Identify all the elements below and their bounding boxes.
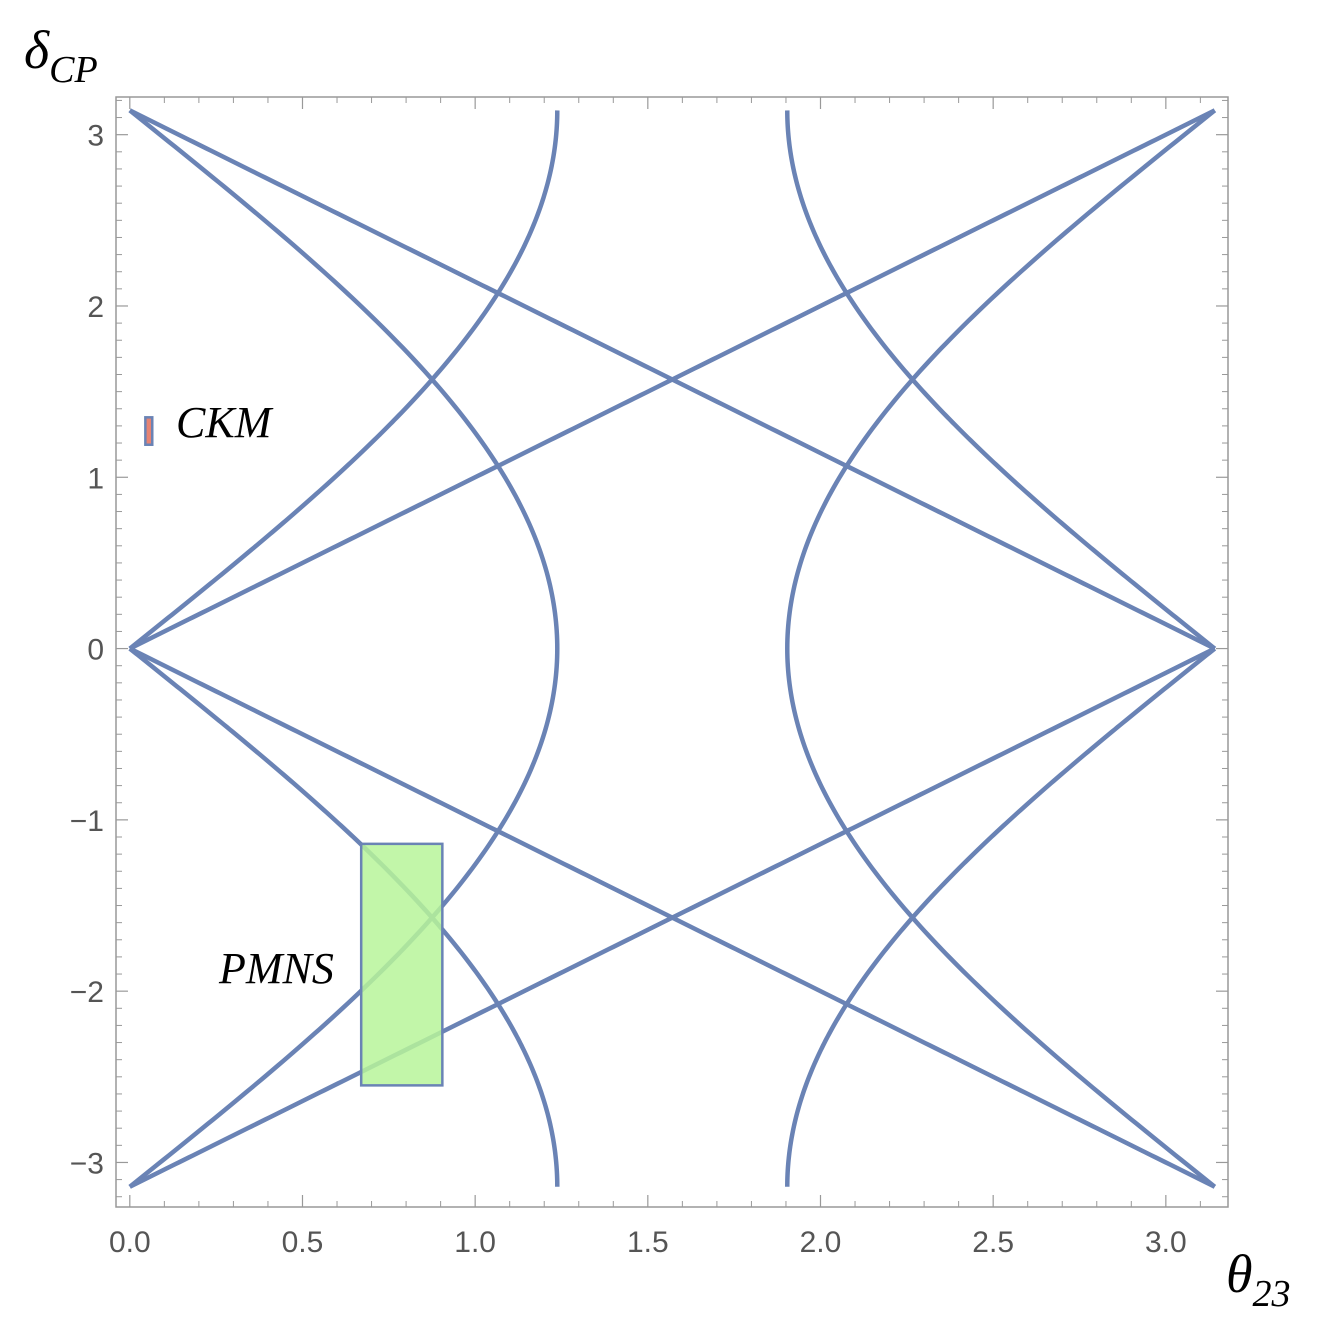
- pmns-label: PMNS: [218, 944, 334, 993]
- tick-labels: 0.0 0.5 1.0 1.5 2.0 2.5 3.0 −3 −2 −1 0 1 2 3: [70, 120, 1187, 1259]
- x-tick-label: 3.0: [1145, 1226, 1187, 1259]
- curve-arc-right: [785, 108, 1217, 1189]
- x-tick-label: 1.5: [627, 1226, 669, 1259]
- x-tick-label: 0.5: [282, 1226, 324, 1259]
- x-axis-label-sub: 23: [1253, 1273, 1291, 1315]
- y-tick-label: −2: [70, 976, 104, 1009]
- x-axis-label-base: θ: [1226, 1244, 1253, 1304]
- y-tick-label: 2: [87, 291, 104, 324]
- y-axis-label: δCP: [24, 20, 98, 91]
- pmns-region: [359, 842, 444, 1087]
- y-tick-label: −1: [70, 805, 104, 838]
- curve-rising-left-upper: [128, 110, 560, 651]
- x-tick-label: 1.0: [454, 1226, 496, 1259]
- curve-ascending-upper: [128, 108, 1216, 651]
- ckm-label: CKM: [176, 398, 274, 447]
- curve-ascending-lower: [128, 646, 1216, 1189]
- y-tick-label: 0: [87, 634, 104, 667]
- curve-rising-right-lower: [785, 646, 1217, 1187]
- y-axis-label-sub: CP: [49, 49, 98, 91]
- tick-marks: [116, 97, 1228, 1207]
- y-tick-label: 1: [87, 462, 104, 495]
- y-tick-label: −3: [70, 1147, 104, 1180]
- x-tick-label: 2.5: [972, 1226, 1014, 1259]
- x-tick-label: 0.0: [109, 1226, 151, 1259]
- curve-arc-left: [128, 108, 560, 1189]
- y-tick-label: 3: [87, 120, 104, 153]
- curves: [128, 108, 1217, 1189]
- curve-rising-right-upper: [785, 110, 1217, 651]
- regions: [144, 416, 444, 1087]
- x-tick-label: 2.0: [800, 1226, 842, 1259]
- y-axis-label-base: δ: [24, 20, 50, 80]
- ckm-region: [144, 416, 154, 446]
- x-axis-label: θ23: [1226, 1244, 1291, 1315]
- plot-frame: [115, 96, 1229, 1208]
- curve-rising-left-lower: [128, 646, 560, 1187]
